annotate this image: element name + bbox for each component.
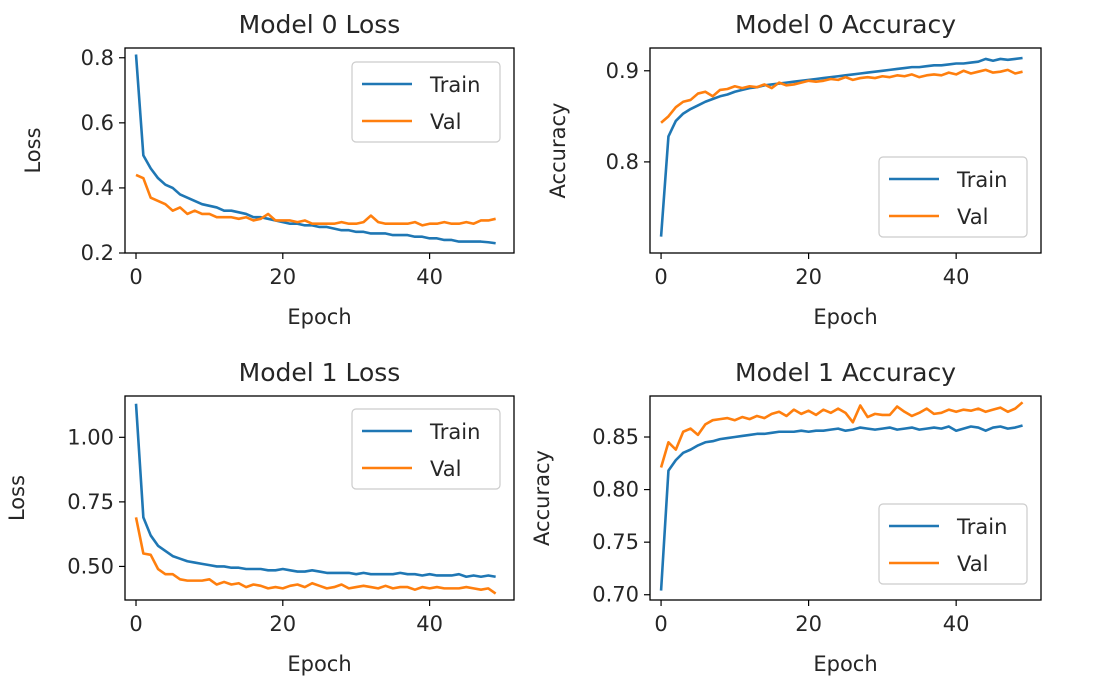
chart-title: Model 0 Accuracy — [735, 10, 956, 39]
series-line-train — [659, 56, 1023, 237]
y-tick-label: 0.80 — [592, 478, 639, 502]
y-tick-label: 0.75 — [67, 490, 114, 514]
series-line-train — [134, 54, 496, 245]
legend-label-train: Train — [956, 168, 1007, 192]
legend: Train Val — [351, 408, 501, 490]
legend-label-val: Val — [430, 457, 461, 481]
y-tick-label: 0.8 — [81, 46, 114, 70]
series-line-train — [134, 403, 496, 579]
x-tick-label: 40 — [943, 612, 970, 636]
x-tick-label: 0 — [654, 612, 667, 636]
x-tick-label: 20 — [795, 265, 822, 289]
x-tick-label: 20 — [269, 612, 296, 636]
series-line-val — [135, 173, 496, 227]
y-tick-label: 0.9 — [606, 59, 639, 83]
legend-label-val: Val — [957, 205, 988, 229]
legend-label-val: Val — [430, 110, 461, 134]
y-tick-label: 0.75 — [592, 530, 639, 554]
legend-label-train: Train — [956, 515, 1007, 539]
x-tick-label: 40 — [416, 265, 443, 289]
axes-frame — [649, 395, 1042, 601]
axes-frame — [124, 47, 515, 254]
y-tick-label: 1.00 — [67, 425, 114, 449]
legend-label-train: Train — [429, 73, 480, 97]
y-tick-label: 0.70 — [592, 583, 639, 607]
x-axis-label: Epoch — [813, 305, 877, 329]
x-axis-label: Epoch — [813, 652, 877, 676]
x-tick-label: 20 — [795, 612, 822, 636]
y-tick-label: 0.4 — [81, 176, 114, 200]
legend-label-train: Train — [429, 420, 480, 444]
x-tick-label: 40 — [416, 612, 443, 636]
subplot-2: 0 20 40 0.50 0.75 1.00 Model 1 Loss Epoch Loss Tr… — [5, 358, 515, 676]
chart-title: Model 0 Loss — [239, 10, 401, 39]
legend: Train Val — [878, 503, 1028, 585]
x-tick-label: 0 — [129, 265, 142, 289]
x-tick-label: 0 — [654, 265, 667, 289]
x-axis-label: Epoch — [287, 305, 351, 329]
subplot-1: 0 20 40 0.8 0.9 Model 0 Accuracy Epoch Accuracy… — [546, 10, 1042, 329]
y-tick-label: 0.85 — [592, 425, 639, 449]
legend: Train Val — [878, 156, 1028, 238]
y-tick-label: 0.6 — [81, 111, 114, 135]
x-tick-label: 0 — [129, 612, 142, 636]
y-axis-label: Loss — [21, 127, 45, 173]
subplot-0: 0 20 40 0.2 0.4 0.6 0.8 Model 0 Loss Epoch Loss Tr… — [21, 10, 515, 329]
axes-frame — [649, 47, 1042, 254]
y-axis-label: Loss — [5, 475, 29, 521]
legend-label-val: Val — [957, 552, 988, 576]
series-line-val — [134, 517, 497, 595]
x-tick-label: 20 — [269, 265, 296, 289]
chart-title: Model 1 Loss — [239, 358, 401, 387]
x-tick-label: 40 — [943, 265, 970, 289]
series-line-val — [659, 401, 1024, 468]
series-line-train — [659, 424, 1023, 591]
x-axis-label: Epoch — [287, 652, 351, 676]
y-axis-label: Accuracy — [546, 103, 570, 199]
y-tick-label: 0.50 — [67, 554, 114, 578]
legend: Train Val — [351, 61, 501, 143]
y-tick-label: 0.2 — [81, 241, 114, 265]
y-tick-label: 0.8 — [606, 150, 639, 174]
y-axis-label: Accuracy — [530, 450, 554, 546]
chart-title: Model 1 Accuracy — [735, 358, 956, 387]
axes-frame — [124, 395, 515, 601]
series-line-val — [660, 68, 1023, 124]
subplot-3: 0 20 40 0.70 0.75 0.80 0.85 Model 1 Accuracy Epo… — [530, 358, 1042, 676]
